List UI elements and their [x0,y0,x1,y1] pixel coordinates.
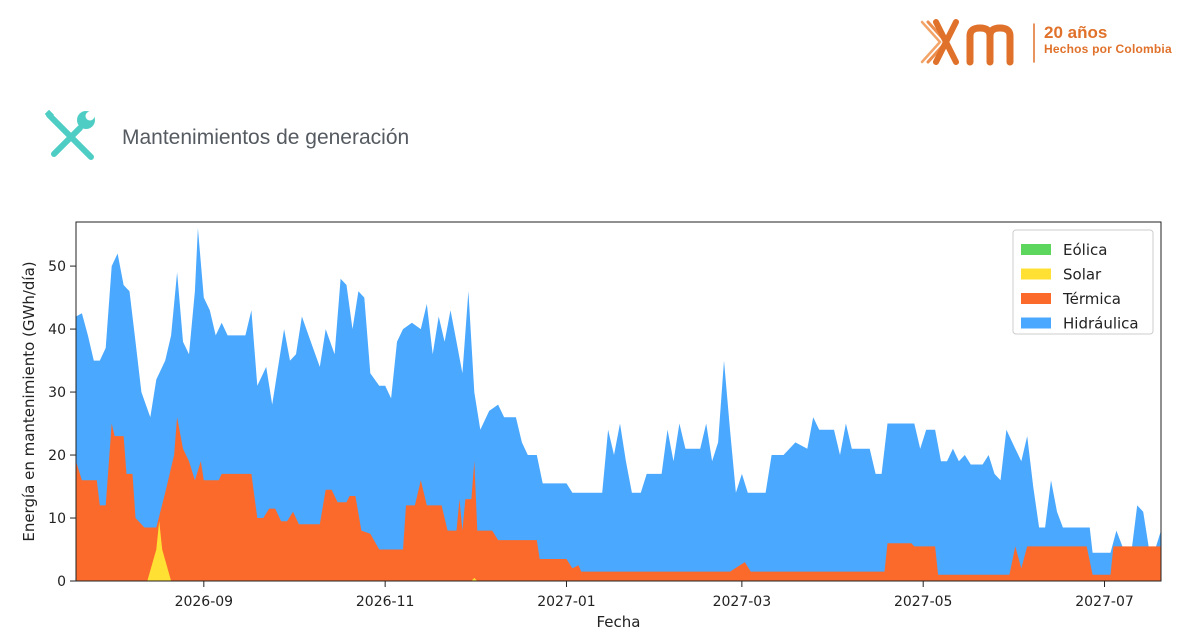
plot-frame [75,221,1162,582]
logo-tagline: Hechos por Colombia [1044,42,1172,56]
xm-logo-mark [920,19,1035,66]
x-tick-label: 2027-07 [1075,594,1134,610]
x-tick-label: 2027-01 [537,594,596,610]
y-tick-label: 10 [48,511,66,527]
legend-label-solar: Solar [1063,266,1102,284]
legend-swatch-termica [1021,293,1051,304]
chart-svg: 0 10 20 30 40 50 2026-09 2026-11 2027-01 2027-03… [20,221,1162,631]
tools-icon [44,109,95,160]
y-tick-label: 50 [48,259,66,275]
legend-swatch-hidraulica [1021,317,1051,329]
y-tick-label: 30 [48,385,66,401]
chart-areas [76,228,1161,582]
legend-label-hidraulica: Hidráulica [1063,315,1139,333]
legend: Eólica Solar Térmica Hidráulica [1012,229,1154,335]
xm-logo: 20 años Hechos por Colombia [918,18,1193,68]
y-axis-label: Energía en mantenimiento (GWh/día) [20,261,38,541]
y-tick-label: 0 [57,574,66,590]
x-axis-label: Fecha [597,613,641,631]
legend-label-eolica: Eólica [1063,241,1107,259]
legend-swatch-solar [1021,268,1051,280]
x-axis: 2026-09 2026-11 2027-01 2027-03 2027-05 2027-… [175,581,1134,610]
legend-box [1012,229,1154,335]
y-tick-label: 40 [48,322,66,338]
x-tick-label: 2027-03 [713,594,772,610]
x-tick-label: 2027-05 [894,594,953,610]
x-tick-label: 2026-09 [175,594,234,610]
legend-label-termica: Térmica [1062,290,1121,308]
area-termica [76,417,1161,581]
maintenance-chart: 0 10 20 30 40 50 2026-09 2026-11 2027-01 2027-03… [0,210,1200,636]
section-title: Mantenimientos de generación [122,126,410,149]
x-tick-label: 2026-11 [356,594,415,610]
area-hidraulica [76,228,1161,582]
y-axis: 0 10 20 30 40 50 [48,259,76,590]
y-tick-label: 20 [48,448,66,464]
logo-anniversary: 20 años [1044,23,1108,42]
legend-swatch-eolica [1021,244,1051,255]
